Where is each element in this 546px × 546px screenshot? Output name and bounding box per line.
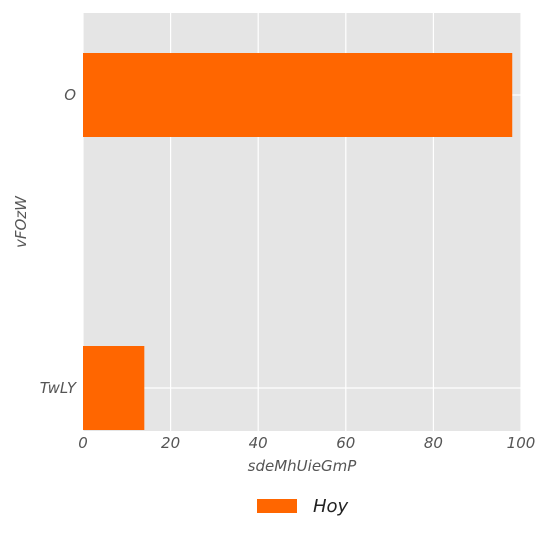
x-tick-label: 40 xyxy=(249,434,268,452)
x-tick-label: 60 xyxy=(336,434,355,452)
bar-O xyxy=(83,53,513,137)
x-tick-label: 20 xyxy=(161,434,180,452)
y-tick-label: TwLY xyxy=(40,379,78,397)
y-tick-label: O xyxy=(64,86,76,104)
legend-label: Hoy xyxy=(313,496,349,517)
legend-swatch xyxy=(257,499,297,513)
x-tick-labels: 0 20 40 60 80 100 xyxy=(78,434,535,452)
legend: Hoy xyxy=(257,496,349,517)
x-tick-label: 100 xyxy=(507,434,536,452)
x-axis-label: sdeMhUieGmP xyxy=(248,457,358,475)
bar-TwLY xyxy=(83,346,145,430)
y-axis-label: vFOzW xyxy=(12,195,30,248)
x-tick-label: 0 xyxy=(78,434,88,452)
bars xyxy=(83,53,513,430)
x-tick-label: 80 xyxy=(424,434,443,452)
y-tick-labels: O TwLY xyxy=(40,86,78,397)
